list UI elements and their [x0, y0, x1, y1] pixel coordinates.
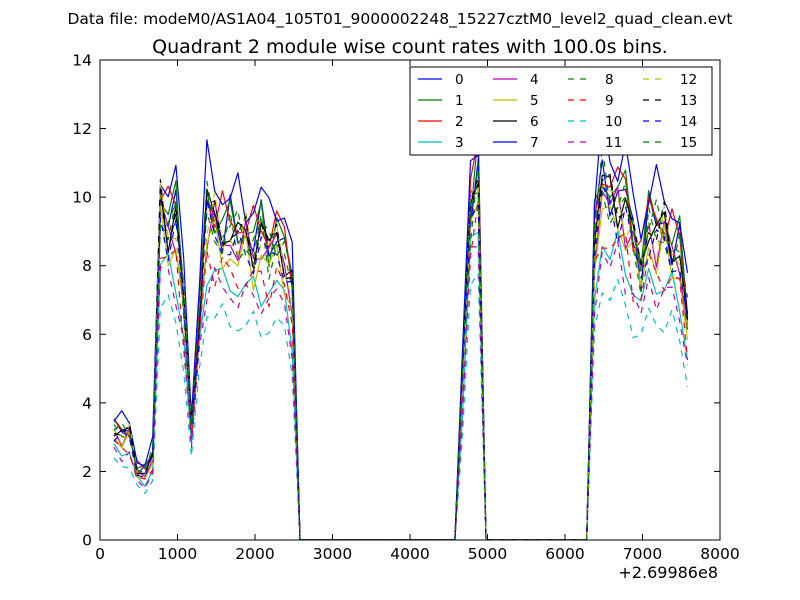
- legend-label-8: 8: [605, 72, 614, 88]
- x-tick-label: 8000: [700, 545, 739, 563]
- legend-label-6: 6: [530, 114, 539, 130]
- legend-label-15: 15: [680, 135, 697, 151]
- x-tick-label: 0: [95, 545, 105, 563]
- legend-box: [409, 66, 713, 156]
- series-line-14: [113, 185, 689, 540]
- legend-label-12: 12: [680, 72, 697, 88]
- legend-label-11: 11: [605, 135, 622, 151]
- y-tick-label: 8: [82, 257, 92, 275]
- series-line-8: [113, 162, 689, 540]
- chart-supertitle: Data file: modeM0/AS1A04_105T01_90000022…: [67, 10, 732, 29]
- legend-label-9: 9: [605, 93, 614, 109]
- y-tick-label: 4: [82, 394, 92, 412]
- legend-label-3: 3: [455, 135, 464, 151]
- x-tick-label: 4000: [390, 545, 429, 563]
- legend-label-13: 13: [680, 93, 697, 109]
- legend-label-7: 7: [530, 135, 539, 151]
- legend-label-0: 0: [455, 72, 464, 88]
- x-tick-label: 3000: [313, 545, 352, 563]
- x-tick-label: 7000: [623, 545, 662, 563]
- x-tick-label: 2000: [235, 545, 274, 563]
- x-tick-label: 6000: [545, 545, 584, 563]
- y-tick-label: 12: [72, 120, 92, 138]
- series-line-11: [113, 241, 689, 540]
- x-tick-label: 1000: [158, 545, 197, 563]
- y-tick-label: 0: [82, 532, 92, 550]
- legend-label-14: 14: [680, 114, 697, 130]
- x-tick-label: 5000: [468, 545, 507, 563]
- series-line-15: [113, 146, 689, 540]
- chart-title: Quadrant 2 module wise count rates with …: [152, 36, 668, 58]
- y-tick-label: 14: [72, 52, 92, 70]
- legend-label-2: 2: [455, 114, 464, 130]
- legend-label-5: 5: [530, 93, 539, 109]
- y-tick-label: 10: [72, 189, 92, 207]
- y-tick-label: 2: [82, 463, 92, 481]
- legend-label-4: 4: [530, 72, 539, 88]
- legend-label-10: 10: [605, 114, 622, 130]
- x-offset-label: +2.69986e8: [618, 563, 718, 582]
- series-line-12: [113, 179, 689, 540]
- y-tick-label: 6: [82, 326, 92, 344]
- legend-label-1: 1: [455, 93, 464, 109]
